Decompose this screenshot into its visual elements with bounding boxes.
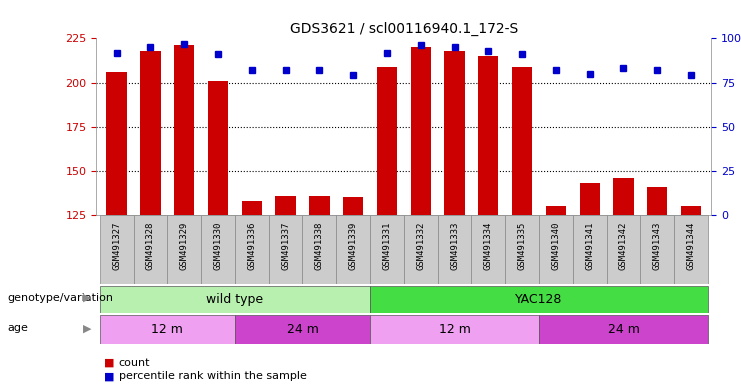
Text: GSM491328: GSM491328 (146, 222, 155, 270)
Text: GSM491341: GSM491341 (585, 222, 594, 270)
Text: 12 m: 12 m (151, 323, 183, 336)
Bar (100, 315, 235, 344)
Text: GSM491336: GSM491336 (247, 222, 256, 270)
Bar (207, 81, 228, 215)
Bar (411, 47, 431, 215)
Bar (201, 215, 235, 284)
Bar (309, 195, 330, 215)
Text: GSM491327: GSM491327 (112, 222, 121, 270)
Text: GSM491334: GSM491334 (484, 222, 493, 270)
Bar (174, 45, 194, 215)
Bar (370, 315, 539, 344)
Title: GDS3621 / scl00116940.1_172-S: GDS3621 / scl00116940.1_172-S (290, 22, 518, 36)
Bar (242, 201, 262, 215)
Bar (546, 206, 566, 215)
Bar (505, 215, 539, 284)
Bar (445, 51, 465, 215)
Bar (336, 215, 370, 284)
Text: GSM491340: GSM491340 (551, 222, 560, 270)
Text: ▶: ▶ (83, 293, 92, 303)
Text: wild type: wild type (206, 293, 264, 306)
Text: count: count (119, 358, 150, 368)
Bar (647, 187, 668, 215)
Bar (235, 315, 370, 344)
Text: GSM491344: GSM491344 (687, 222, 696, 270)
Text: ■: ■ (104, 371, 114, 381)
Text: GSM491337: GSM491337 (281, 222, 290, 270)
Bar (377, 67, 397, 215)
Text: age: age (7, 323, 28, 333)
Bar (404, 215, 438, 284)
Text: GSM491342: GSM491342 (619, 222, 628, 270)
Bar (100, 286, 370, 313)
Bar (269, 215, 302, 284)
Bar (343, 197, 363, 215)
Bar (614, 178, 634, 215)
Bar (681, 206, 701, 215)
Text: 24 m: 24 m (287, 323, 319, 336)
Text: GSM491339: GSM491339 (349, 222, 358, 270)
Text: GSM491329: GSM491329 (179, 222, 189, 270)
Bar (579, 183, 600, 215)
Bar (302, 215, 336, 284)
Bar (167, 215, 201, 284)
Bar (478, 56, 499, 215)
Bar (539, 215, 573, 284)
Bar (640, 215, 674, 284)
Text: GSM491330: GSM491330 (213, 222, 222, 270)
Bar (438, 215, 471, 284)
Text: 24 m: 24 m (608, 323, 639, 336)
Bar (607, 215, 640, 284)
Text: YAC128: YAC128 (515, 293, 562, 306)
Bar (674, 215, 708, 284)
Text: GSM491343: GSM491343 (653, 222, 662, 270)
Bar (539, 315, 708, 344)
Bar (573, 215, 607, 284)
Text: percentile rank within the sample: percentile rank within the sample (119, 371, 307, 381)
Text: GSM491333: GSM491333 (450, 222, 459, 270)
Bar (370, 286, 708, 313)
Bar (100, 215, 133, 284)
Text: ▶: ▶ (83, 323, 92, 333)
Bar (370, 215, 404, 284)
Text: GSM491331: GSM491331 (382, 222, 391, 270)
Bar (107, 72, 127, 215)
Bar (140, 51, 161, 215)
Text: GSM491332: GSM491332 (416, 222, 425, 270)
Bar (471, 215, 505, 284)
Text: ■: ■ (104, 358, 114, 368)
Bar (235, 215, 269, 284)
Bar (276, 195, 296, 215)
Text: GSM491338: GSM491338 (315, 222, 324, 270)
Bar (133, 215, 167, 284)
Text: genotype/variation: genotype/variation (7, 293, 113, 303)
Text: GSM491335: GSM491335 (518, 222, 527, 270)
Bar (512, 67, 532, 215)
Text: 12 m: 12 m (439, 323, 471, 336)
